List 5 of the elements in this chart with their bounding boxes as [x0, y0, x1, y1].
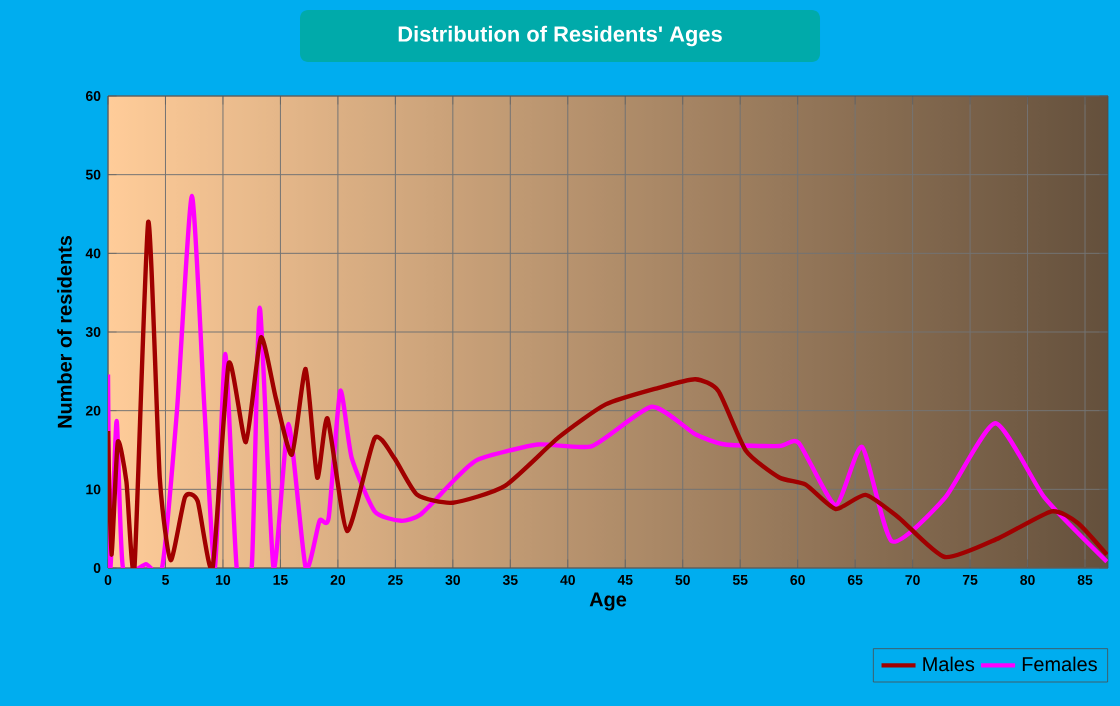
legend-label: Females — [1022, 656, 1097, 672]
y-axis-title: Number of residents — [57, 235, 72, 428]
chart-title: Distribution of Residents' Ages — [398, 25, 722, 47]
x-axis-title: Age — [589, 592, 627, 611]
legend-label: Males — [923, 656, 975, 672]
